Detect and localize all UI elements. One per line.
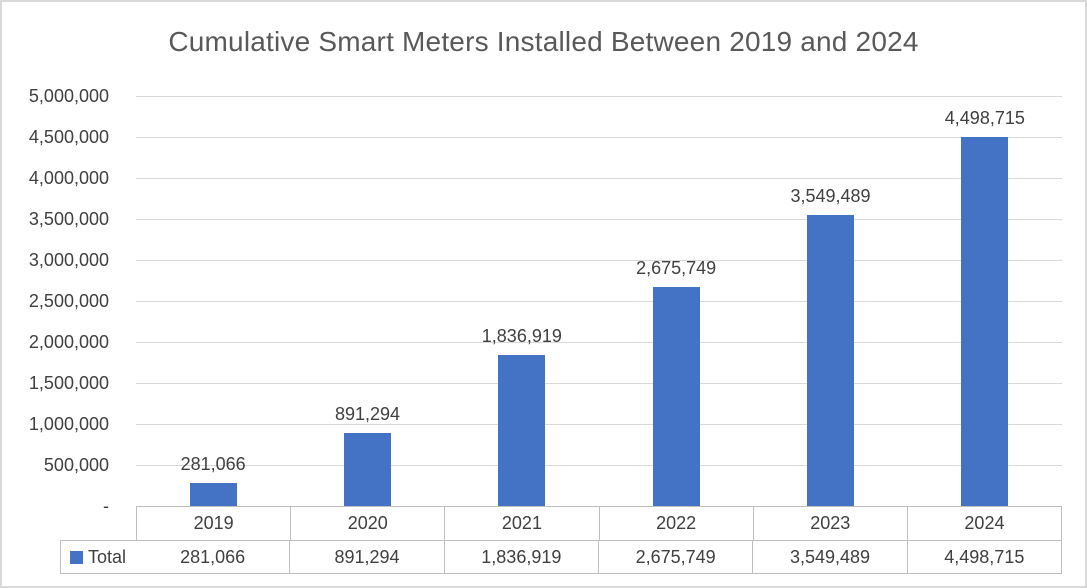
values-row: Total 281,066 891,294 1,836,919 2,675,749 3,5… bbox=[60, 540, 1062, 574]
y-tick-label: 500,000 bbox=[43, 455, 109, 475]
category-cell-2023: 2023 bbox=[752, 507, 907, 540]
y-tick-label: 2,000,000 bbox=[28, 332, 109, 352]
gridline bbox=[136, 259, 1062, 261]
gridline bbox=[136, 218, 1062, 220]
category-row: 2019 2020 2021 2022 2023 2024 bbox=[136, 506, 1062, 540]
bar-value-label-2024: 4,498,715 bbox=[944, 108, 1025, 129]
value-cell-2024: 4,498,715 bbox=[906, 541, 1061, 573]
category-cell-2019: 2019 bbox=[193, 513, 234, 533]
y-tick-label: 1,000,000 bbox=[28, 414, 109, 434]
bar-2021 bbox=[498, 355, 546, 506]
y-tick-label: - bbox=[103, 496, 109, 516]
bar-2024 bbox=[961, 137, 1009, 506]
bar-value-label-2023: 3,549,489 bbox=[790, 185, 871, 206]
bar-value-label-2022: 2,675,749 bbox=[636, 257, 717, 278]
category-cell-2020: 2020 bbox=[290, 507, 444, 540]
bar-2019 bbox=[189, 482, 237, 506]
value-cell-2019: 281,066 bbox=[180, 546, 246, 567]
gridline bbox=[136, 382, 1062, 384]
y-tick-label: 1,500,000 bbox=[28, 373, 109, 393]
y-tick-label: 2,500,000 bbox=[28, 291, 109, 311]
legend-series-label: Total bbox=[88, 546, 127, 567]
y-tick-label: 3,500,000 bbox=[28, 209, 109, 229]
category-cell-2024: 2024 bbox=[906, 507, 1061, 540]
value-cell-2023: 3,549,489 bbox=[752, 541, 906, 573]
y-tick-label: 3,000,000 bbox=[28, 250, 109, 270]
bar-2023 bbox=[807, 214, 854, 506]
gridline bbox=[136, 423, 1062, 425]
y-tick-label: 4,000,000 bbox=[28, 168, 109, 188]
gridline bbox=[136, 177, 1062, 179]
gridline bbox=[136, 300, 1062, 302]
category-cell-2022: 2022 bbox=[598, 507, 753, 540]
gridline bbox=[136, 95, 1062, 97]
bar-value-label-2020: 891,294 bbox=[334, 403, 401, 424]
value-cell-2021: 1,836,919 bbox=[443, 541, 598, 573]
value-cell-2020: 891,294 bbox=[289, 541, 443, 573]
legend-swatch-icon bbox=[70, 550, 83, 564]
bar-value-label-2019: 281,066 bbox=[180, 453, 246, 474]
y-tick-label: 4,500,000 bbox=[28, 127, 109, 147]
y-tick-label: 5,000,000 bbox=[28, 86, 109, 106]
bar-value-label-2021: 1,836,919 bbox=[481, 326, 562, 347]
value-cell-2022: 2,675,749 bbox=[597, 541, 752, 573]
category-cell-2021: 2021 bbox=[444, 507, 598, 540]
gridline bbox=[136, 464, 1062, 466]
legend-key-cell: Total bbox=[61, 541, 136, 573]
gridline bbox=[136, 341, 1062, 343]
gridline bbox=[136, 136, 1062, 138]
bar-2020 bbox=[344, 432, 391, 506]
chart-title: Cumulative Smart Meters Installed Betwee… bbox=[168, 26, 919, 57]
bar-2022 bbox=[652, 286, 700, 506]
